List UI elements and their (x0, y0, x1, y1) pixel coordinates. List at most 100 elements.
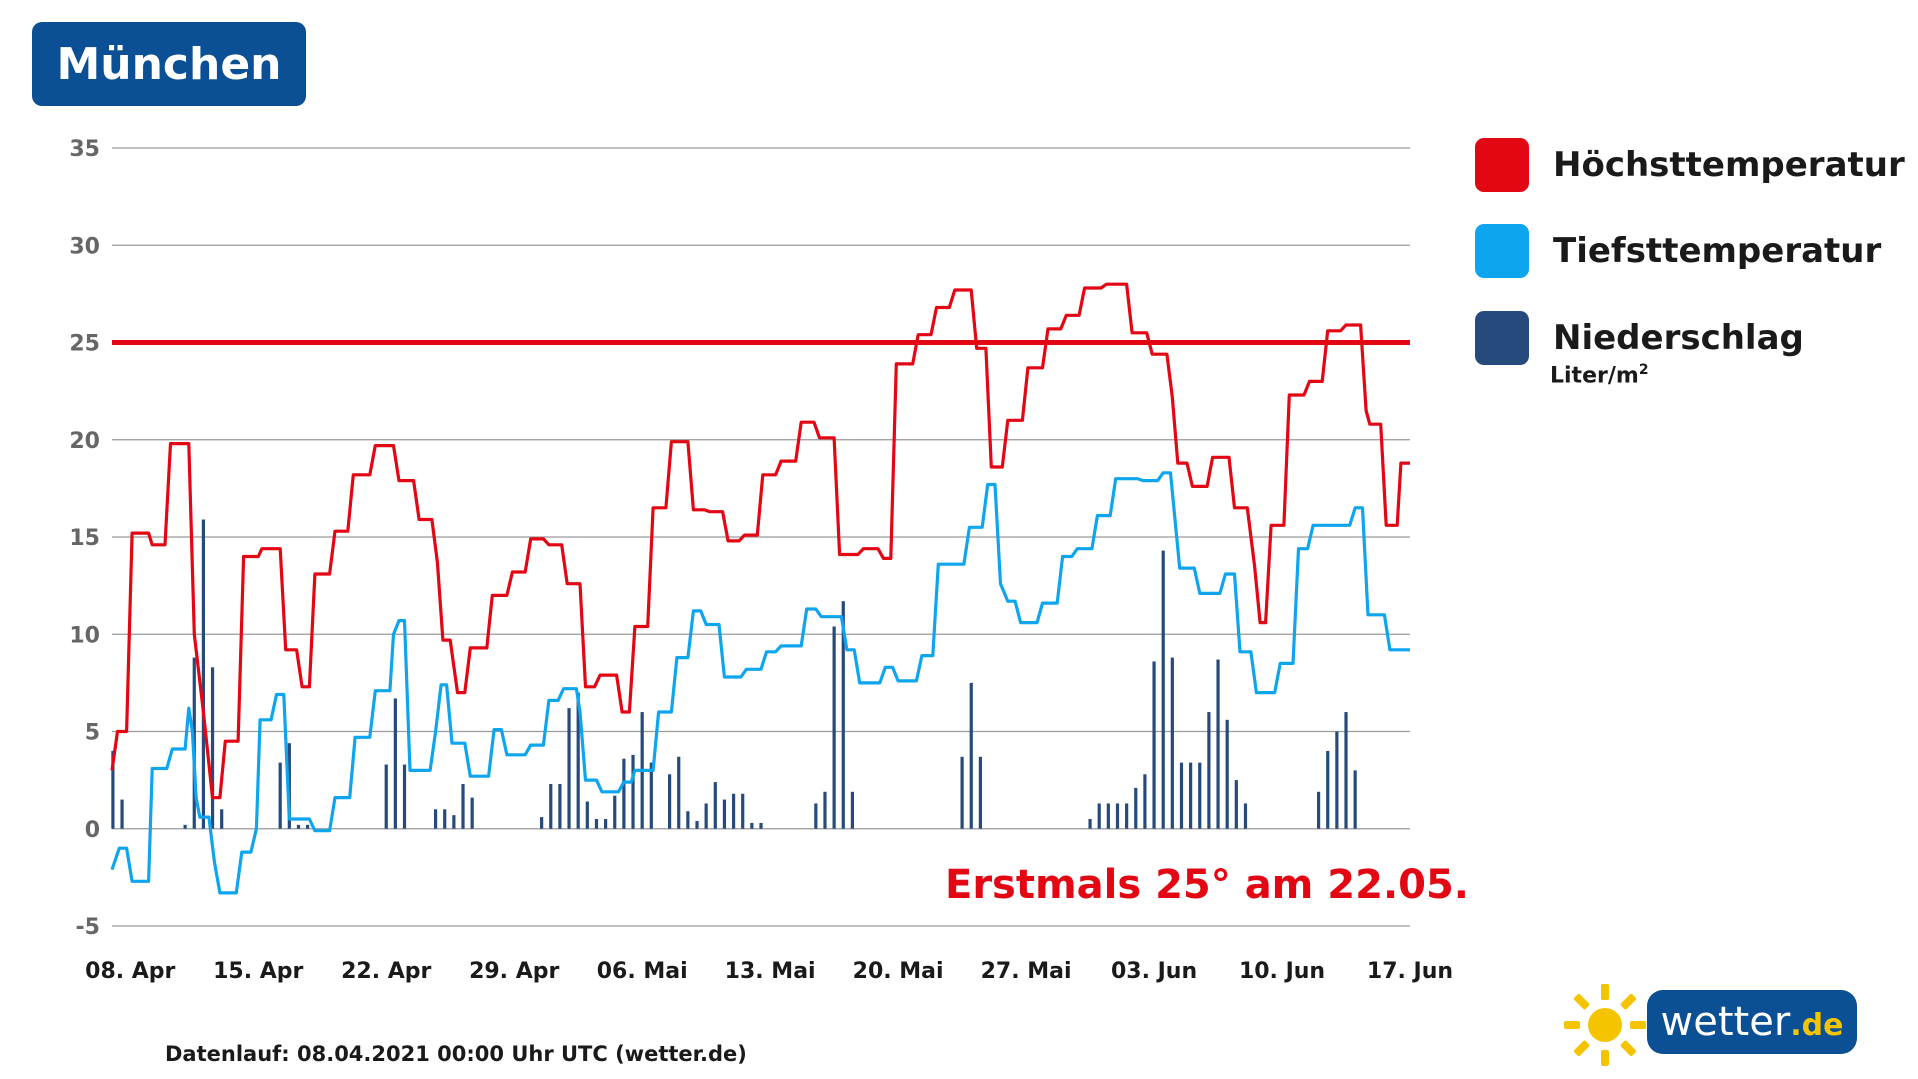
x-tick-label: 15. Apr (213, 959, 303, 984)
precip-bar (540, 817, 544, 829)
precip-bar (1134, 787, 1138, 829)
sun-ray (1564, 1021, 1580, 1029)
precip-bar (306, 824, 310, 829)
precip-bar (832, 626, 836, 829)
precip-bar (443, 809, 447, 829)
precip-bar (1326, 750, 1330, 829)
precip-bar (111, 750, 115, 829)
legend-label-min: Tiefsttemperatur (1553, 231, 1882, 271)
precip-bar (1170, 657, 1174, 829)
y-tick-label: 30 (69, 234, 100, 259)
precip-bar (1115, 803, 1120, 829)
precip-bar (686, 811, 690, 829)
precip-bar (1189, 762, 1193, 829)
sun-ray (1601, 1050, 1609, 1066)
x-tick-label: 27. Mai (981, 959, 1072, 984)
precip-bar (731, 793, 736, 829)
precip-bar (969, 682, 973, 829)
precip-bar (814, 803, 818, 829)
y-tick-label: -5 (76, 915, 100, 940)
sun-icon (1564, 984, 1646, 1066)
precip-bar (1344, 712, 1348, 829)
precip-bar (1088, 819, 1092, 829)
precip-bar (576, 692, 580, 829)
y-tick-label: 10 (69, 623, 100, 648)
legend-swatch-min (1475, 224, 1529, 278)
legend-unit: Liter/m2 (1550, 362, 1649, 388)
x-tick-label: 10. Jun (1239, 959, 1325, 984)
precip-bar (759, 822, 763, 829)
precip-bar (677, 756, 681, 829)
precip-bar (1143, 774, 1147, 829)
precip-bar (594, 819, 599, 829)
precip-bar (1234, 780, 1238, 829)
precip-bar (183, 824, 187, 829)
y-tick-label: 20 (69, 429, 100, 454)
sun-ray (1620, 994, 1636, 1010)
x-tick-labels: 08. Apr 15. Apr 22. Apr 29. Apr 06. Mai 13. M… (85, 959, 1453, 984)
precip-bar (1198, 762, 1202, 829)
precip-bar (384, 764, 388, 829)
precip-bar (433, 809, 438, 829)
precip-bar (1152, 661, 1156, 829)
y-tick-label: 25 (69, 332, 100, 357)
legend-unit-text: Liter/m (1550, 363, 1639, 389)
precip-bar (704, 803, 708, 829)
sun-ray (1630, 1021, 1646, 1029)
precip-bar (220, 809, 224, 829)
precip-bar (823, 791, 827, 829)
min-temp-line (110, 471, 1410, 895)
precip-bar (1243, 803, 1248, 829)
x-tick-label: 20. Mai (853, 959, 944, 984)
precip-bar (461, 784, 465, 829)
legend-item-min: Tiefsttemperatur (1475, 224, 1881, 278)
precip-bar (1125, 803, 1129, 829)
precip-bar (452, 815, 456, 829)
precip-bar (1207, 712, 1211, 829)
temperature-lines (110, 282, 1410, 895)
precip-bar (393, 698, 397, 829)
sun-ray (1601, 984, 1609, 1000)
data-run-footer: Datenlauf: 08.04.2021 00:00 Uhr UTC (wet… (165, 1042, 747, 1066)
precip-bar (549, 784, 553, 829)
logo-tld: .de (1790, 1007, 1844, 1043)
legend-item-precip: Niederschlag (1475, 311, 1804, 365)
precip-bar (750, 822, 754, 829)
precip-bar (210, 667, 215, 829)
legend-swatch-max (1475, 138, 1529, 192)
precip-bar (1225, 719, 1229, 829)
annotation-first-25: Erstmals 25° am 22.05. (945, 862, 1470, 908)
legend-swatch-precip (1475, 311, 1529, 365)
x-tick-label: 17. Jun (1367, 959, 1453, 984)
x-tick-label: 13. Mai (725, 959, 816, 984)
precip-bar (604, 819, 608, 829)
precip-bar (567, 708, 571, 829)
precip-bar (1335, 731, 1339, 829)
legend-unit-sup: 2 (1638, 362, 1649, 378)
legend-label-precip: Niederschlag (1553, 318, 1804, 358)
x-tick-label: 06. Mai (597, 959, 688, 984)
precip-bar (1216, 659, 1220, 829)
x-tick-label: 08. Apr (85, 959, 175, 984)
x-tick-label: 22. Apr (341, 959, 431, 984)
precip-bar (741, 793, 745, 829)
sun-ray (1574, 994, 1590, 1010)
max-temp-line (110, 282, 1410, 800)
y-tick-label: 15 (69, 526, 100, 551)
y-tick-labels: -5 0 5 10 15 20 25 30 35 (69, 137, 100, 940)
precip-bar (631, 754, 635, 829)
precip-bar (960, 756, 964, 829)
x-tick-label: 29. Apr (469, 959, 559, 984)
logo-name: wetter (1660, 999, 1791, 1045)
logo-wordmark: wetter .de (1647, 990, 1857, 1054)
precip-bar (722, 799, 727, 829)
sun-ray (1620, 1040, 1636, 1056)
precip-bar (613, 795, 617, 829)
y-tick-label: 5 (85, 721, 100, 746)
precip-bar (120, 799, 124, 829)
precip-bar (1179, 762, 1184, 829)
precip-bar (1097, 803, 1101, 829)
sun-ray (1574, 1040, 1590, 1056)
precip-bar (1353, 770, 1357, 829)
legend-item-max: Höchsttemperatur (1475, 138, 1905, 192)
